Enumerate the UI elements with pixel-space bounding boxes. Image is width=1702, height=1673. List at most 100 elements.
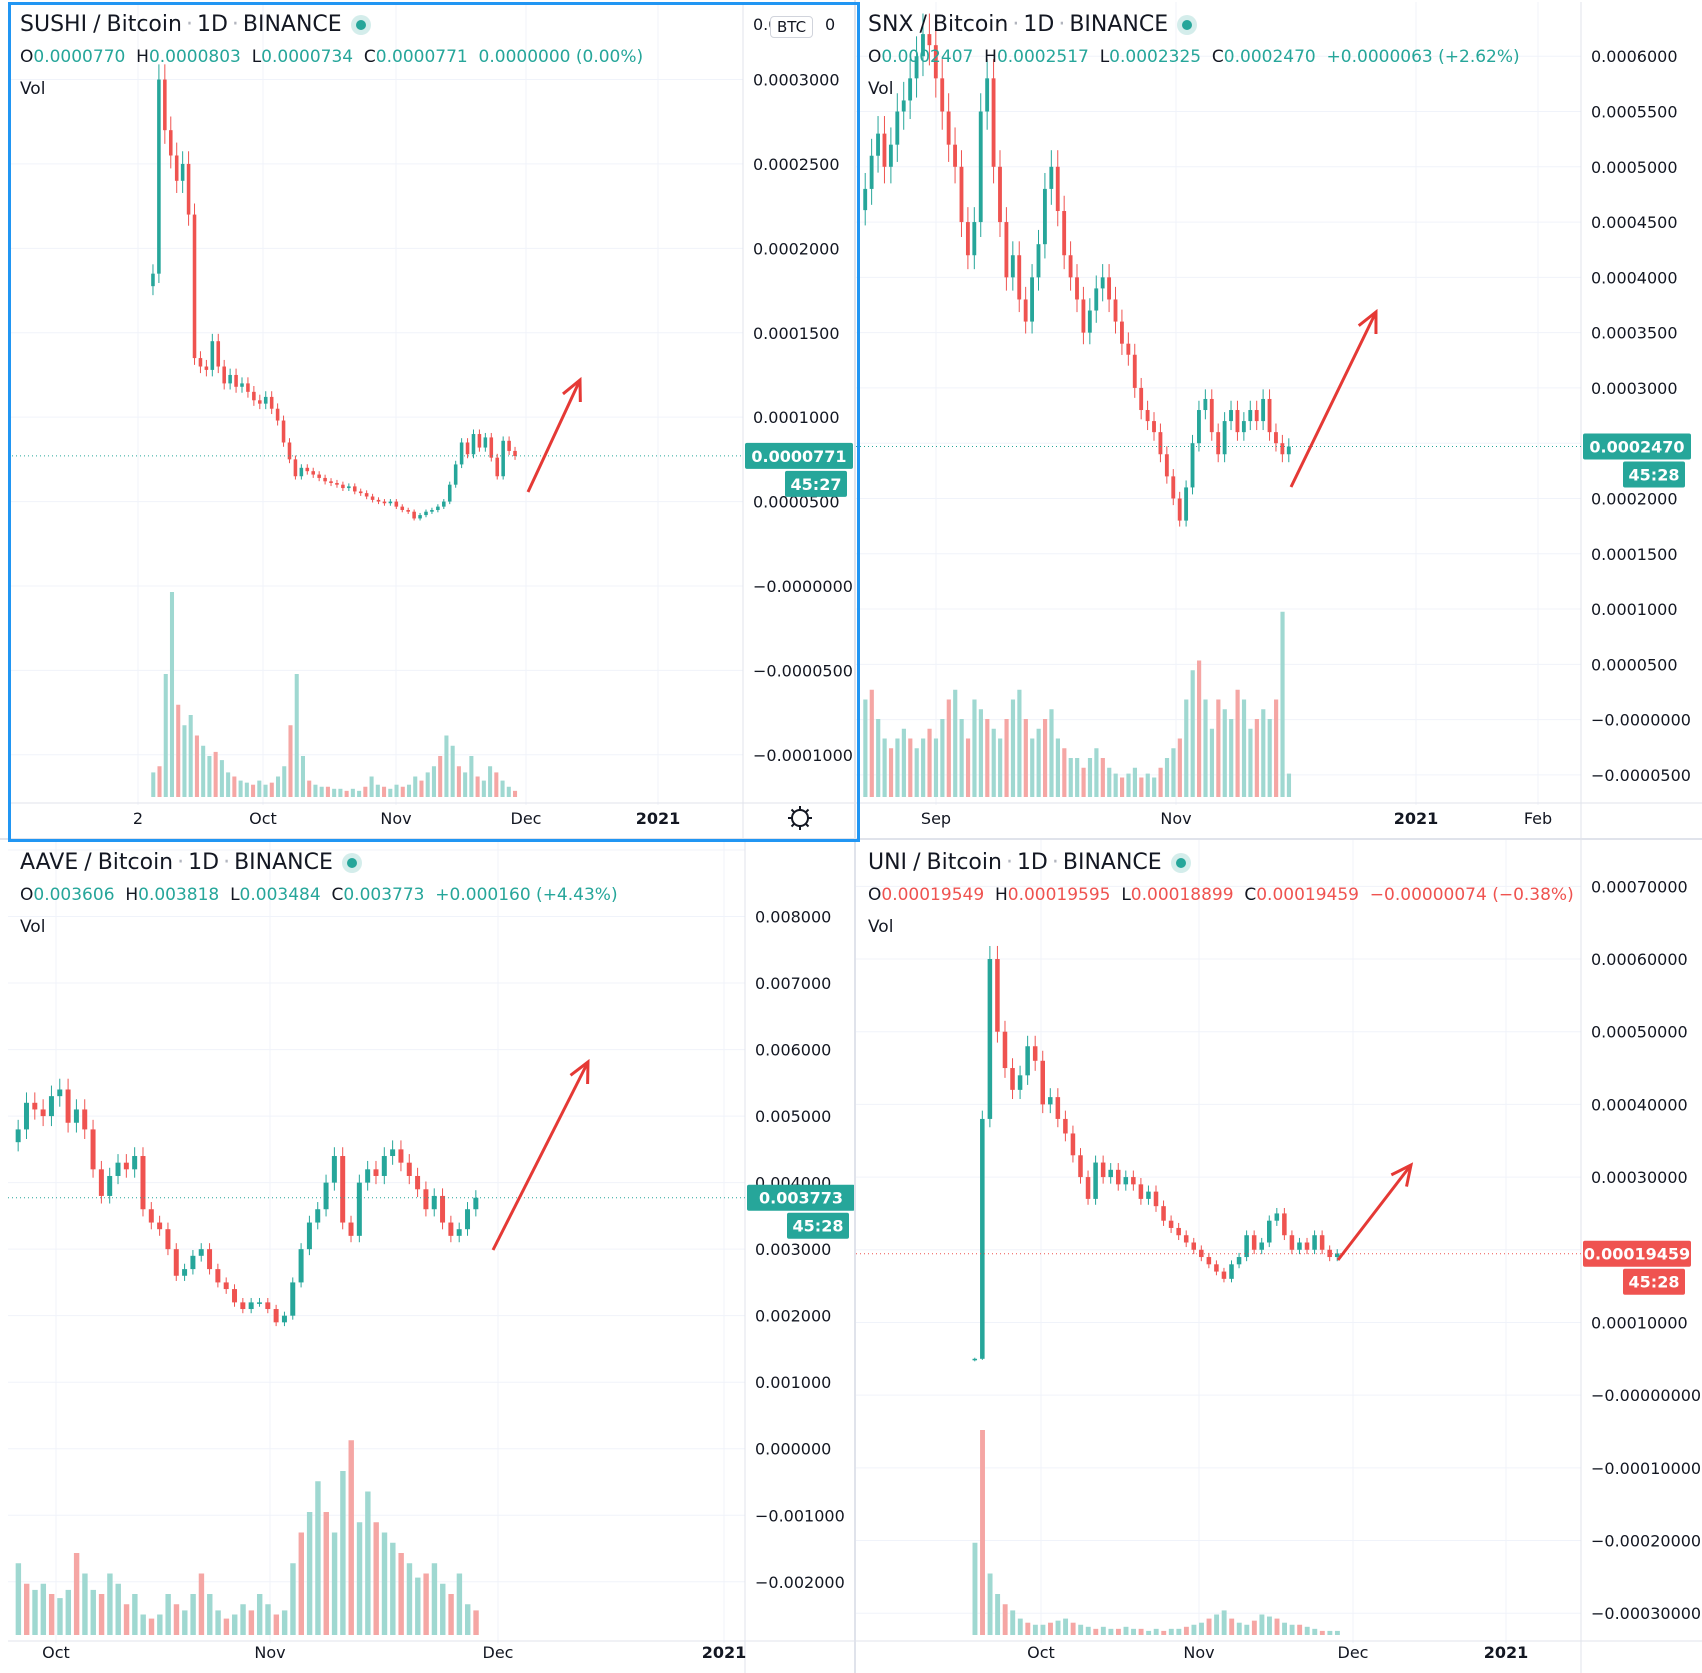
candle-body bbox=[1229, 410, 1233, 422]
gear-icon[interactable] bbox=[788, 806, 812, 830]
candle-body bbox=[298, 1249, 304, 1283]
candle-body bbox=[140, 1156, 146, 1210]
candle-body bbox=[1093, 1162, 1098, 1199]
candle-body bbox=[1248, 410, 1253, 422]
volume-bar bbox=[363, 786, 368, 797]
live-status-icon bbox=[355, 20, 366, 30]
volume-bar bbox=[1191, 1624, 1197, 1635]
chart-snx[interactable]: 0.0006000 0.0005500 0.0005000 0.0004500 0.00… bbox=[856, 2, 1702, 838]
currency-badge[interactable]: BTC bbox=[770, 16, 814, 38]
chart-panel-snx[interactable]: 0.0006000 0.0005500 0.0005000 0.0004500 0.00… bbox=[856, 2, 1702, 838]
volume-bar bbox=[1216, 699, 1221, 797]
interval[interactable]: 1D bbox=[1023, 12, 1055, 37]
last-price-value: 0.003773 bbox=[759, 1189, 843, 1208]
candle-body bbox=[190, 1255, 196, 1270]
candle-body bbox=[1267, 398, 1272, 433]
volume-bar bbox=[207, 756, 212, 797]
chart-panel-uni[interactable]: 0.00070000 0.00060000 0.00050000 0.00040000… bbox=[856, 840, 1702, 1673]
volume-label[interactable]: Vol bbox=[20, 79, 46, 99]
candle-body bbox=[400, 506, 405, 511]
candle-body bbox=[483, 437, 488, 448]
volume-bar bbox=[431, 766, 436, 797]
volume-bar bbox=[1297, 1624, 1303, 1635]
price-tick-label: 0.0001500 bbox=[753, 324, 840, 343]
exchange: BINANCE bbox=[242, 12, 342, 37]
candle-body bbox=[1004, 222, 1009, 278]
candle-body bbox=[430, 510, 434, 512]
candle-body bbox=[1199, 1249, 1204, 1258]
volume-bar bbox=[1075, 758, 1080, 797]
candle-body bbox=[1197, 410, 1201, 444]
chart-aave[interactable]: 0.0080000.0070000.0060000.0050000.004000… bbox=[8, 840, 854, 1673]
symbol-name[interactable]: SUSHI bbox=[20, 12, 88, 37]
candle-body bbox=[507, 440, 511, 451]
volume-bar bbox=[1132, 767, 1138, 797]
volume-bar bbox=[169, 592, 175, 797]
volume-bar bbox=[972, 1542, 978, 1635]
time-tick-label: Dec bbox=[511, 809, 542, 828]
candle-body bbox=[1010, 1068, 1015, 1090]
price-tick-label: 0.0001500 bbox=[1591, 545, 1678, 564]
candle-body bbox=[352, 486, 357, 492]
candle-body bbox=[215, 1269, 221, 1283]
candle-body bbox=[459, 442, 464, 465]
candle-body bbox=[1241, 421, 1246, 433]
volume-bar bbox=[1107, 767, 1112, 797]
symbol-name[interactable]: SNX bbox=[868, 12, 914, 37]
candle-body bbox=[168, 130, 173, 156]
interval[interactable]: 1D bbox=[1016, 850, 1048, 875]
price-tick-label: 0.001000 bbox=[755, 1373, 831, 1392]
volume-bar bbox=[481, 780, 486, 797]
volume-bar bbox=[1010, 1610, 1016, 1635]
candle-body bbox=[1177, 498, 1182, 521]
interval[interactable]: 1D bbox=[196, 12, 228, 37]
candle-body bbox=[65, 1089, 71, 1123]
candle-body bbox=[107, 1175, 113, 1196]
candle-body bbox=[1297, 1242, 1302, 1250]
panel-divider[interactable] bbox=[854, 0, 856, 1673]
ohlc-values: O0.00019549 H0.00019595 L0.00018899 C0.0… bbox=[868, 885, 1574, 905]
chart-panel-sushi[interactable]: 0.0003000 0.0002500 0.0002000 0.0001500 0.00… bbox=[8, 2, 854, 838]
volume-bar bbox=[1023, 719, 1028, 797]
ohlc-values: O0.003606 H0.003818 L0.003484 C0.003773 … bbox=[20, 885, 618, 905]
candle-body bbox=[1042, 188, 1047, 245]
volume-bar bbox=[132, 1594, 138, 1635]
volume-label[interactable]: Vol bbox=[20, 917, 46, 937]
volume-bar bbox=[319, 786, 324, 797]
chart-uni[interactable]: 0.00070000 0.00060000 0.00050000 0.00040000… bbox=[856, 840, 1702, 1673]
candle-body bbox=[329, 481, 333, 483]
trend-arrow-head bbox=[562, 376, 582, 403]
panel-divider[interactable] bbox=[0, 838, 1702, 840]
time-tick-label: Nov bbox=[380, 809, 411, 828]
volume-bar bbox=[1171, 748, 1176, 797]
volume-label[interactable]: Vol bbox=[868, 917, 894, 937]
symbol-name[interactable]: UNI bbox=[868, 850, 908, 875]
candle-body bbox=[186, 163, 191, 215]
last-price-tag bbox=[745, 442, 853, 469]
volume-bar bbox=[863, 699, 868, 797]
candle-body bbox=[431, 1195, 437, 1210]
symbol-name[interactable]: AAVE bbox=[20, 850, 79, 875]
volume-bar bbox=[373, 1522, 379, 1635]
volume-bar bbox=[290, 1563, 296, 1635]
candle-body bbox=[1145, 410, 1150, 422]
volume-bar bbox=[176, 704, 181, 797]
volume-label[interactable]: Vol bbox=[868, 79, 894, 99]
volume-bar bbox=[1100, 758, 1105, 797]
chart-panel-aave[interactable]: 0.008000 0.007000 0.006000 0.005000 0.004000… bbox=[8, 840, 854, 1673]
countdown-tag bbox=[1623, 1268, 1685, 1295]
volume-bar bbox=[1081, 767, 1086, 797]
exchange: BINANCE bbox=[1062, 850, 1162, 875]
chart-sushi[interactable]: 0.0003000 0.0002500 0.0002000 0.0001500 0.00… bbox=[8, 2, 854, 838]
candle-body bbox=[1286, 446, 1291, 455]
candle-body bbox=[1062, 211, 1067, 256]
volume-bar bbox=[448, 1594, 454, 1635]
candle-body bbox=[1120, 321, 1124, 344]
candle-body bbox=[1171, 476, 1176, 499]
interval[interactable]: 1D bbox=[188, 850, 220, 875]
volume-bar bbox=[244, 782, 249, 797]
volume-bar bbox=[388, 788, 393, 797]
volume-bar bbox=[40, 1583, 47, 1635]
candle-body bbox=[1190, 443, 1195, 488]
volume-bar bbox=[1289, 1624, 1295, 1635]
